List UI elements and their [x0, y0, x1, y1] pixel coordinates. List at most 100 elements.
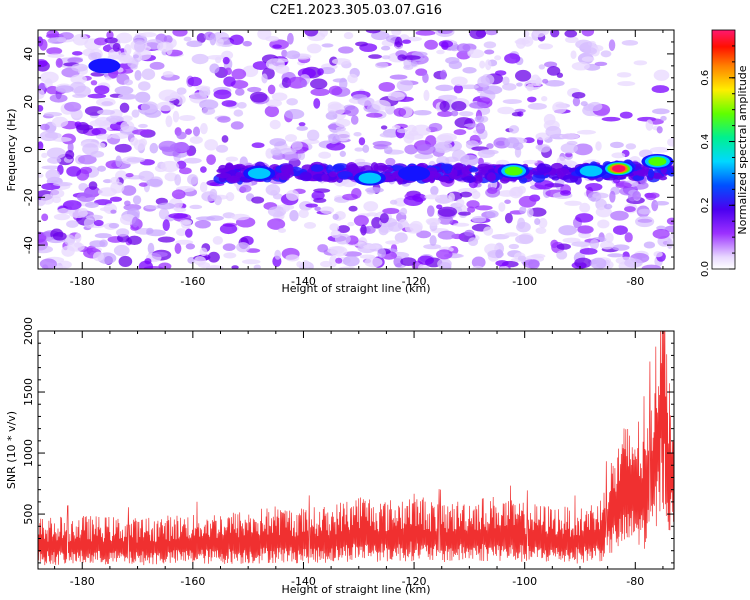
- heatmap-cell: [464, 123, 480, 128]
- heatmap-cell: [119, 102, 130, 113]
- heatmap-cell: [239, 184, 252, 193]
- heatmap-cell: [433, 141, 453, 154]
- heatmap-cell: [486, 210, 499, 218]
- heatmap-cell: [451, 101, 467, 112]
- heatmap-cell: [411, 124, 431, 136]
- snr-frame: [37, 330, 675, 570]
- spectrogram-ylabel: Frequency (Hz): [5, 109, 18, 192]
- heatmap-cell: [378, 81, 396, 92]
- heatmap-cell: [212, 31, 230, 43]
- heatmap-cell: [453, 129, 467, 136]
- heatmap-cell: [63, 234, 76, 246]
- heatmap-cell: [484, 49, 495, 55]
- heatmap-band-cell: [299, 171, 312, 182]
- heatmap-cell: [131, 216, 139, 228]
- heatmap-cell: [456, 198, 465, 207]
- heatmap-cell: [467, 49, 485, 59]
- heatmap-cell: [424, 39, 438, 50]
- heatmap-cell: [146, 178, 163, 187]
- heatmap-cell: [40, 71, 59, 84]
- heatmap-cell: [215, 144, 229, 153]
- heatmap-cell: [477, 76, 490, 88]
- heatmap-cell: [544, 61, 558, 68]
- spectrogram-xtick-label: -180: [70, 275, 95, 288]
- heatmap-cell: [348, 205, 358, 212]
- heatmap-cell: [306, 129, 320, 141]
- heatmap-cell: [231, 68, 247, 80]
- heatmap-cell: [236, 242, 250, 253]
- heatmap-cell: [319, 260, 333, 268]
- heatmap-cell: [138, 260, 154, 269]
- heatmap-cell: [314, 206, 322, 212]
- heatmap-cell: [337, 225, 350, 233]
- heatmap-cell: [666, 238, 673, 250]
- heatmap-cell: [335, 126, 347, 132]
- heatmap-cells: [38, 30, 674, 269]
- heatmap-feature: [648, 156, 667, 166]
- colorbar-tick-label: 0.0: [700, 261, 711, 277]
- heatmap-cell: [106, 115, 124, 123]
- heatmap-cell: [140, 32, 157, 38]
- heatmap-cell: [120, 120, 135, 132]
- heatmap-cell: [483, 41, 497, 49]
- heatmap-cell: [185, 128, 192, 135]
- heatmap-cell: [47, 53, 65, 58]
- heatmap-cell: [571, 91, 586, 99]
- heatmap-cell: [338, 46, 354, 54]
- heatmap-cell: [114, 86, 134, 95]
- heatmap-cell: [97, 109, 115, 116]
- heatmap-cell: [252, 61, 270, 70]
- heatmap-cell: [66, 242, 85, 252]
- heatmap-cell: [134, 69, 142, 81]
- heatmap-cell: [362, 144, 370, 153]
- heatmap-cell: [504, 137, 520, 149]
- heatmap-cell: [41, 193, 55, 205]
- heatmap-cell: [471, 215, 487, 223]
- heatmap-cell: [612, 225, 628, 235]
- heatmap-cell: [99, 207, 115, 212]
- heatmap-cell: [284, 109, 305, 120]
- heatmap-cell: [209, 33, 217, 46]
- heatmap-cell: [45, 169, 60, 181]
- heatmap-band-cell: [473, 175, 483, 184]
- heatmap-cell: [67, 141, 74, 153]
- heatmap-cell: [559, 190, 572, 196]
- heatmap-cell: [466, 200, 480, 209]
- heatmap-cell: [38, 199, 45, 207]
- heatmap-feature: [398, 165, 431, 181]
- heatmap-cell: [52, 231, 67, 241]
- heatmap-cell: [556, 72, 564, 78]
- heatmap-cell: [117, 93, 138, 100]
- heatmap-cell: [535, 77, 543, 87]
- heatmap-cell: [189, 204, 203, 210]
- heatmap-cell: [580, 101, 588, 107]
- heatmap-cell: [363, 201, 379, 212]
- heatmap-band-cell: [354, 166, 366, 172]
- heatmap-cell: [656, 225, 667, 231]
- heatmap-cell: [277, 227, 287, 233]
- heatmap-cell: [70, 74, 87, 85]
- spectrogram-xtick-label: -160: [180, 275, 205, 288]
- heatmap-cell: [118, 255, 133, 268]
- heatmap-cell: [508, 243, 520, 250]
- heatmap-cell: [556, 243, 571, 250]
- heatmap-cell: [418, 263, 429, 269]
- heatmap-cell: [265, 184, 281, 196]
- heatmap-cell: [562, 237, 581, 244]
- heatmap-cell: [175, 228, 187, 237]
- heatmap-cell: [327, 246, 345, 255]
- heatmap-cell: [251, 142, 265, 149]
- heatmap-cell: [435, 84, 454, 92]
- spectrogram-xtick-label: -100: [512, 275, 537, 288]
- heatmap-cell: [428, 122, 443, 132]
- heatmap-cell: [379, 212, 389, 224]
- heatmap-cell: [645, 119, 654, 131]
- heatmap-cell: [40, 123, 50, 131]
- heatmap-cell: [174, 174, 182, 186]
- heatmap-cell: [453, 222, 470, 227]
- heatmap-band-cell: [460, 165, 473, 175]
- heatmap-cell: [306, 43, 322, 54]
- heatmap-cell: [381, 45, 391, 51]
- heatmap-cell: [185, 228, 193, 238]
- heatmap-cell: [558, 225, 578, 236]
